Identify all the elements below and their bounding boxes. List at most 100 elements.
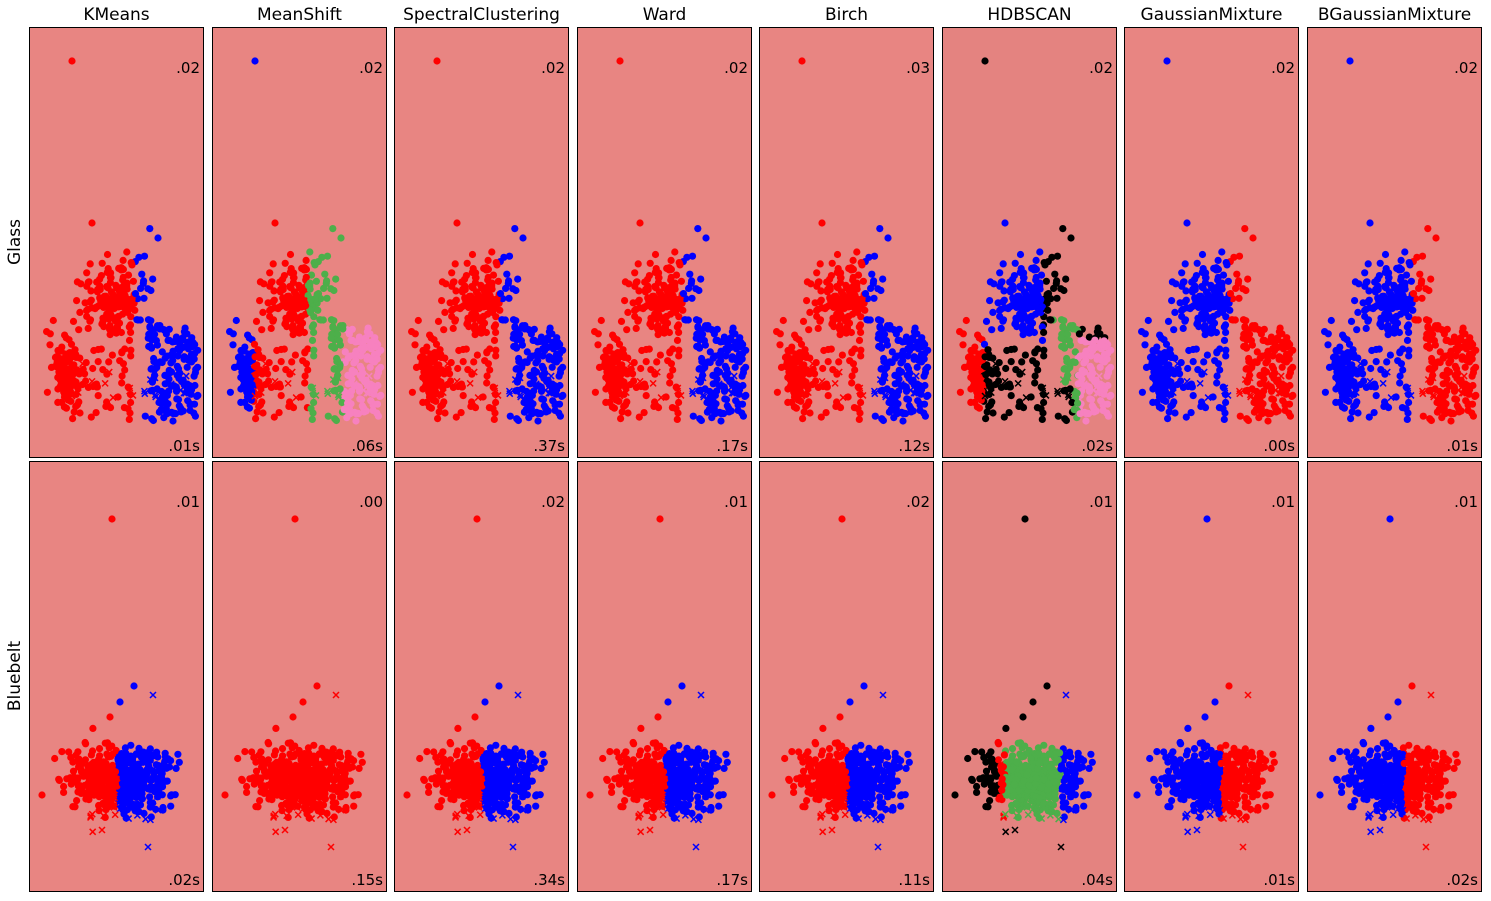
data-point: [692, 334, 700, 342]
data-point: [1397, 273, 1405, 281]
data-point: [1401, 248, 1409, 256]
center-marker: [453, 377, 461, 385]
data-point: [855, 336, 864, 344]
center-marker: [182, 389, 190, 397]
data-point: [555, 409, 563, 417]
data-point: [1200, 305, 1208, 313]
data-point: [452, 287, 460, 295]
data-point: [512, 317, 520, 325]
data-point: [130, 682, 138, 690]
data-point: [811, 299, 819, 307]
data-point: [132, 780, 140, 788]
data-point: [849, 302, 857, 310]
data-point: [653, 305, 661, 313]
scatter-plot: [43, 57, 202, 425]
data-point: [1221, 409, 1229, 417]
data-point: [798, 363, 806, 371]
data-point: [462, 297, 470, 305]
data-point: [1407, 277, 1415, 285]
data-point: [798, 57, 806, 65]
data-point: [710, 330, 718, 338]
data-point: [1235, 252, 1244, 260]
data-point: [1038, 415, 1046, 423]
data-point: [1384, 325, 1392, 333]
data-point: [811, 370, 819, 378]
score-label: .02: [1454, 59, 1478, 77]
data-point: [467, 402, 475, 410]
data-point: [190, 409, 198, 417]
data-point: [623, 370, 631, 378]
data-point: [373, 355, 381, 363]
data-point: [994, 299, 1002, 307]
data-point: [673, 323, 681, 331]
data-point: [254, 346, 262, 354]
data-point: [610, 355, 618, 363]
data-point: [877, 317, 885, 325]
data-point: [1085, 333, 1093, 341]
data-point: [619, 346, 627, 354]
data-point: [327, 334, 335, 342]
center-marker: [839, 394, 847, 402]
data-point: [823, 383, 831, 391]
data-point: [814, 383, 822, 391]
data-point: [132, 763, 141, 772]
data-point: [1242, 317, 1250, 325]
data-point: [701, 385, 709, 393]
data-point: [433, 353, 441, 361]
data-point: [832, 402, 840, 410]
data-point: [141, 412, 149, 420]
data-point: [835, 358, 843, 366]
data-point: [555, 372, 563, 380]
data-point: [411, 341, 419, 349]
data-point: [1222, 352, 1230, 360]
data-point: [601, 352, 609, 360]
data-point: [167, 351, 175, 359]
data-point: [1164, 317, 1173, 325]
center-marker: [116, 798, 124, 806]
data-point: [1018, 358, 1026, 366]
data-point: [673, 336, 682, 344]
data-point: [685, 284, 693, 292]
center-marker: [798, 392, 806, 400]
data-point: [1391, 315, 1399, 323]
center-marker: [616, 392, 624, 400]
data-point: [118, 379, 126, 387]
data-point: [700, 337, 708, 345]
data-point: [238, 776, 246, 784]
row-label-bluebelt: Bluebelt: [5, 640, 25, 711]
center-marker: [906, 386, 915, 394]
center-marker: [1169, 389, 1177, 397]
center-marker: [185, 387, 193, 395]
center-marker: [547, 372, 555, 380]
data-point: [1073, 389, 1081, 397]
data-point: [1240, 342, 1248, 351]
data-point: [776, 341, 784, 349]
center-marker: [517, 360, 525, 369]
data-point: [140, 277, 148, 285]
data-point: [1236, 412, 1244, 420]
data-point: [102, 402, 110, 410]
data-point: [276, 288, 284, 296]
data-point: [471, 331, 479, 339]
data-point: [1399, 281, 1407, 289]
center-marker: [292, 394, 300, 402]
data-point: [1438, 389, 1446, 397]
data-point: [675, 398, 683, 407]
data-point: [708, 389, 716, 397]
data-point: [1157, 355, 1165, 363]
data-point: [61, 331, 69, 339]
data-point: [1431, 385, 1439, 393]
center-marker: [149, 691, 157, 699]
data-point: [1365, 287, 1373, 295]
data-point: [1208, 315, 1216, 323]
center-marker: [151, 391, 159, 399]
data-point: [496, 290, 505, 298]
data-point: [622, 382, 630, 390]
center-marker: [1346, 392, 1354, 400]
time-label: .02s: [168, 871, 200, 889]
data-point: [77, 280, 85, 288]
data-point: [1384, 274, 1393, 282]
center-marker: [1352, 389, 1360, 397]
data-point: [1349, 346, 1357, 354]
data-point: [124, 295, 132, 303]
